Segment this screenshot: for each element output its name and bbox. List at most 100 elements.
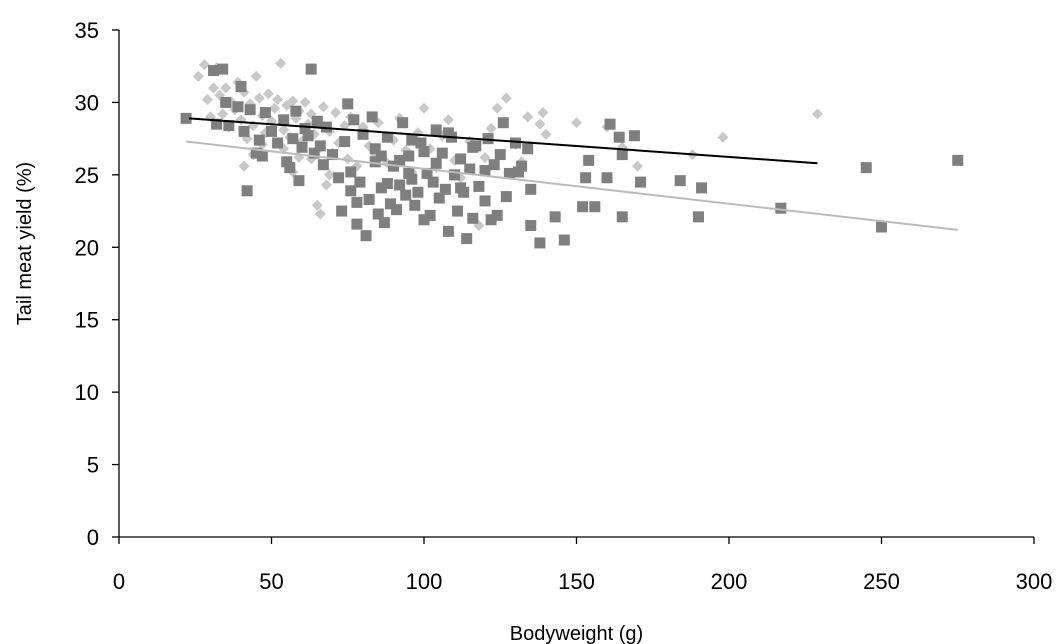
square-point bbox=[775, 202, 787, 214]
square-point bbox=[952, 154, 964, 166]
square-point bbox=[357, 128, 369, 140]
diamond-point bbox=[272, 94, 284, 106]
square-point bbox=[412, 186, 424, 198]
square-point bbox=[503, 167, 515, 179]
square-point bbox=[439, 183, 451, 195]
square-point bbox=[406, 173, 418, 185]
y-tick-label: 20 bbox=[75, 235, 99, 260]
square-point bbox=[266, 125, 277, 137]
square-point bbox=[287, 133, 299, 145]
square-point bbox=[449, 169, 460, 181]
square-point bbox=[433, 192, 445, 204]
square-point bbox=[488, 159, 500, 171]
square-point bbox=[293, 175, 305, 187]
square-point bbox=[430, 157, 442, 169]
square-point bbox=[241, 185, 253, 197]
square-point bbox=[427, 176, 439, 188]
square-point bbox=[244, 104, 256, 116]
x-tick-label: 200 bbox=[711, 569, 748, 594]
square-point bbox=[418, 214, 430, 226]
plot-area bbox=[180, 57, 964, 249]
diamond-point bbox=[442, 114, 454, 126]
square-point bbox=[381, 178, 393, 190]
square-point bbox=[473, 180, 485, 192]
y-tick-label: 30 bbox=[75, 90, 99, 115]
diamond-point bbox=[323, 169, 335, 181]
square-point bbox=[253, 134, 265, 146]
square-point bbox=[442, 225, 454, 237]
x-tick-label: 150 bbox=[558, 569, 595, 594]
square-point bbox=[369, 143, 381, 155]
square-point bbox=[180, 112, 192, 124]
square-point bbox=[467, 141, 479, 153]
square-point bbox=[479, 165, 491, 177]
diamond-point bbox=[253, 92, 265, 104]
x-axis-title: Bodyweight (g) bbox=[510, 623, 643, 644]
square-point bbox=[259, 107, 271, 119]
square-point bbox=[589, 201, 601, 213]
square-point bbox=[394, 179, 406, 191]
square-point bbox=[336, 205, 348, 217]
square-point bbox=[455, 153, 467, 165]
square-point bbox=[464, 163, 476, 175]
square-point bbox=[491, 209, 503, 221]
diamond-point bbox=[632, 160, 643, 172]
square-point bbox=[400, 189, 412, 201]
square-point bbox=[516, 160, 528, 172]
diamond-point bbox=[314, 208, 326, 220]
y-tick-label: 10 bbox=[75, 380, 99, 405]
square-point bbox=[577, 201, 589, 213]
square-point bbox=[281, 156, 293, 168]
x-tick-label: 300 bbox=[1016, 569, 1053, 594]
diamond-point bbox=[540, 128, 552, 140]
square-point bbox=[360, 230, 372, 242]
square-point bbox=[327, 149, 338, 161]
square-point bbox=[317, 159, 329, 171]
square-point bbox=[616, 211, 628, 223]
square-point bbox=[381, 131, 393, 143]
diamond-point bbox=[811, 108, 823, 120]
square-point bbox=[674, 175, 686, 187]
square-point bbox=[635, 176, 647, 188]
square-point bbox=[513, 166, 525, 178]
diamond-point bbox=[500, 92, 512, 104]
square-point bbox=[403, 167, 415, 179]
square-point bbox=[442, 127, 454, 139]
square-point bbox=[220, 96, 232, 108]
square-point bbox=[482, 133, 494, 145]
square-point bbox=[860, 162, 872, 174]
square-point bbox=[549, 211, 561, 223]
diamond-point bbox=[522, 111, 534, 123]
square-point bbox=[418, 146, 430, 158]
trendline bbox=[185, 140, 958, 231]
diamond-point bbox=[250, 70, 262, 82]
diamond-point bbox=[317, 101, 329, 113]
square-point bbox=[558, 234, 570, 246]
y-tick-label: 5 bbox=[87, 453, 99, 478]
square-point bbox=[250, 147, 262, 159]
diamond-point bbox=[479, 151, 491, 163]
diamond-point bbox=[320, 179, 332, 191]
square-point bbox=[522, 143, 534, 155]
y-tick-label: 35 bbox=[75, 18, 99, 43]
diamond-point bbox=[330, 107, 342, 119]
square-point bbox=[391, 204, 403, 216]
square-point bbox=[394, 154, 406, 166]
diamond-point bbox=[311, 199, 323, 211]
square-point bbox=[308, 147, 320, 159]
diamond-point bbox=[287, 95, 299, 107]
diamond-point bbox=[238, 160, 250, 172]
square-point bbox=[406, 134, 418, 146]
square-point bbox=[430, 124, 442, 136]
square-point bbox=[455, 182, 467, 194]
diamond-point bbox=[717, 131, 729, 143]
square-point bbox=[403, 150, 415, 162]
square-point bbox=[351, 196, 363, 208]
square-point bbox=[525, 220, 537, 232]
square-point bbox=[409, 199, 421, 211]
square-point bbox=[302, 130, 314, 142]
square-point bbox=[628, 130, 640, 142]
square-point bbox=[363, 193, 375, 205]
square-point bbox=[284, 162, 296, 174]
